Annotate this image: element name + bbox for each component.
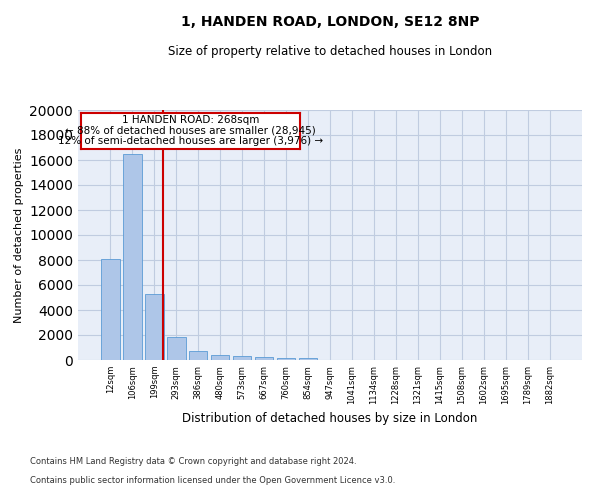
Bar bbox=[255, 357, 274, 360]
Text: Size of property relative to detached houses in London: Size of property relative to detached ho… bbox=[168, 45, 492, 58]
Text: ← 88% of detached houses are smaller (28,945): ← 88% of detached houses are smaller (28… bbox=[65, 126, 316, 136]
Text: Contains HM Land Registry data © Crown copyright and database right 2024.: Contains HM Land Registry data © Crown c… bbox=[30, 458, 356, 466]
Text: 1, HANDEN ROAD, LONDON, SE12 8NP: 1, HANDEN ROAD, LONDON, SE12 8NP bbox=[181, 15, 479, 29]
Bar bbox=[123, 154, 142, 360]
Text: 12% of semi-detached houses are larger (3,976) →: 12% of semi-detached houses are larger (… bbox=[58, 136, 323, 146]
Bar bbox=[277, 358, 295, 360]
Y-axis label: Number of detached properties: Number of detached properties bbox=[14, 148, 23, 322]
Bar bbox=[211, 355, 229, 360]
Bar bbox=[145, 294, 164, 360]
Bar bbox=[189, 351, 208, 360]
Bar bbox=[167, 337, 185, 360]
Text: 1 HANDEN ROAD: 268sqm: 1 HANDEN ROAD: 268sqm bbox=[122, 115, 259, 124]
Bar bbox=[101, 259, 119, 360]
Bar bbox=[233, 356, 251, 360]
Text: Contains public sector information licensed under the Open Government Licence v3: Contains public sector information licen… bbox=[30, 476, 395, 485]
X-axis label: Distribution of detached houses by size in London: Distribution of detached houses by size … bbox=[182, 412, 478, 426]
Bar bbox=[299, 358, 317, 360]
